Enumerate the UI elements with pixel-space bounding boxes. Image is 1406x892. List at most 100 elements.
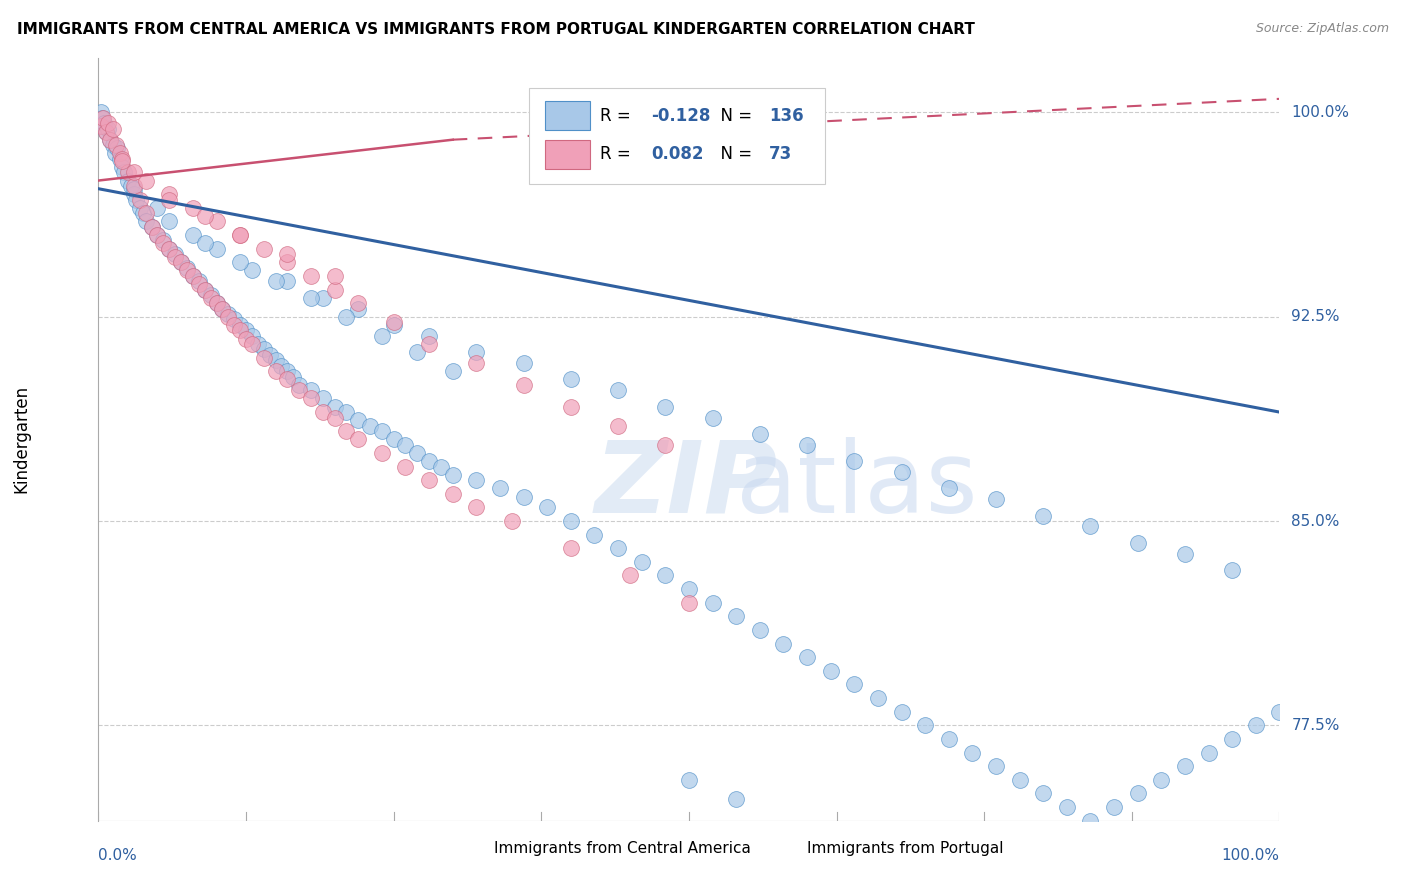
Point	[211, 301, 233, 316]
Point	[359, 418, 381, 433]
Point	[796, 438, 818, 452]
Point	[181, 227, 204, 242]
Point	[194, 209, 217, 223]
Text: 0.082: 0.082	[651, 145, 703, 163]
Point	[101, 138, 124, 153]
Point	[371, 446, 394, 460]
Text: 73: 73	[769, 145, 793, 163]
Point	[146, 227, 169, 242]
Point	[176, 263, 198, 277]
Point	[101, 121, 124, 136]
Point	[217, 307, 239, 321]
Point	[146, 227, 169, 242]
Point	[347, 413, 370, 427]
Point	[288, 384, 311, 398]
Text: 85.0%: 85.0%	[1291, 514, 1340, 529]
Point	[820, 664, 842, 678]
Point	[181, 268, 204, 283]
Point	[938, 731, 960, 746]
Text: Immigrants from Portugal: Immigrants from Portugal	[807, 840, 1004, 855]
Point	[229, 318, 252, 332]
FancyBboxPatch shape	[546, 139, 589, 169]
Point	[194, 236, 217, 251]
Point	[135, 206, 157, 220]
Point	[394, 438, 416, 452]
Point	[748, 426, 770, 441]
Point	[128, 193, 150, 207]
Text: R =: R =	[600, 107, 637, 125]
Point	[170, 255, 193, 269]
Point	[1268, 705, 1291, 719]
Point	[335, 405, 357, 419]
Point	[465, 500, 488, 515]
Point	[394, 459, 416, 474]
Point	[211, 301, 233, 316]
Point	[382, 318, 405, 332]
Point	[441, 364, 464, 378]
Point	[104, 146, 127, 161]
Point	[288, 377, 311, 392]
Point	[157, 242, 180, 256]
Point	[299, 384, 322, 398]
Point	[678, 596, 700, 610]
Point	[246, 337, 269, 351]
Text: atlas: atlas	[737, 436, 977, 533]
Point	[501, 514, 523, 528]
Point	[1220, 731, 1243, 746]
Point	[536, 500, 558, 515]
Point	[98, 133, 121, 147]
Point	[418, 454, 440, 468]
Point	[512, 356, 534, 370]
Point	[654, 400, 676, 414]
Point	[264, 274, 287, 288]
Point	[607, 418, 630, 433]
Point	[890, 705, 912, 719]
Point	[512, 490, 534, 504]
Point	[1244, 718, 1267, 732]
Point	[112, 165, 135, 179]
Point	[200, 291, 222, 305]
Point	[299, 392, 322, 406]
Point	[91, 111, 114, 125]
Text: 100.0%: 100.0%	[1222, 848, 1279, 863]
Point	[347, 301, 370, 316]
Point	[702, 410, 724, 425]
Point	[276, 364, 298, 378]
Point	[465, 473, 488, 487]
Point	[132, 206, 155, 220]
Point	[157, 193, 180, 207]
Point	[90, 119, 112, 133]
Point	[984, 492, 1007, 507]
Point	[90, 105, 112, 120]
Point	[796, 650, 818, 665]
Point	[253, 242, 276, 256]
Text: 77.5%: 77.5%	[1291, 718, 1340, 733]
Point	[105, 141, 128, 155]
Point	[1008, 772, 1031, 787]
Point	[276, 372, 298, 386]
Point	[1032, 508, 1054, 523]
Point	[772, 637, 794, 651]
Point	[152, 236, 174, 251]
Point	[1126, 786, 1149, 800]
Point	[200, 288, 222, 302]
Text: N =: N =	[710, 145, 758, 163]
Text: R =: R =	[600, 145, 637, 163]
Point	[125, 193, 148, 207]
Point	[276, 247, 298, 261]
Point	[259, 348, 281, 362]
Point	[312, 405, 335, 419]
Point	[146, 201, 169, 215]
Point	[1102, 800, 1125, 814]
Point	[430, 459, 453, 474]
Point	[194, 283, 217, 297]
Point	[229, 255, 252, 269]
Point	[312, 392, 335, 406]
Point	[205, 242, 228, 256]
Point	[418, 337, 440, 351]
Point	[1220, 563, 1243, 577]
Point	[441, 487, 464, 501]
Point	[1174, 547, 1197, 561]
Point	[97, 116, 120, 130]
Point	[323, 410, 346, 425]
